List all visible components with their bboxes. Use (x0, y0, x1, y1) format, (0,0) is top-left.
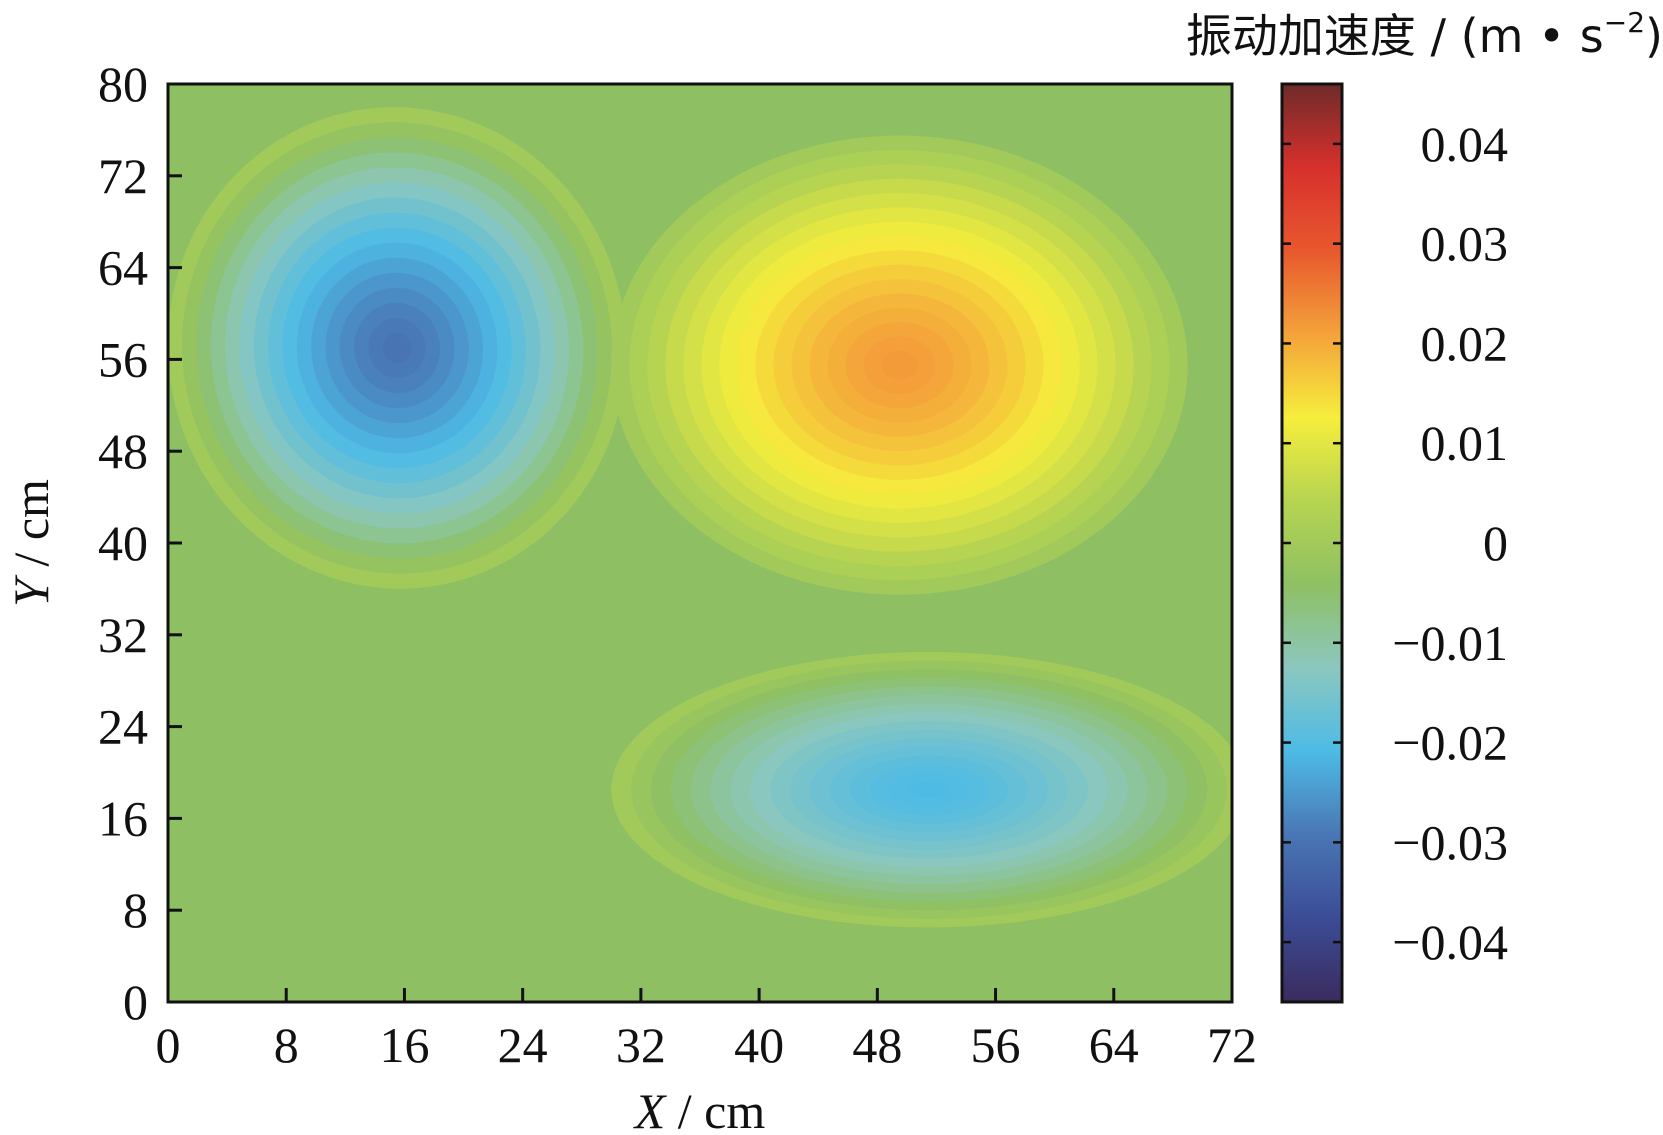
colorbar-tick-label: −0.02 (1392, 715, 1508, 771)
contour-band (909, 781, 949, 799)
x-tick-label: 24 (498, 1017, 548, 1073)
colorbar-tick-label: −0.03 (1392, 814, 1508, 870)
y-tick-label: 72 (98, 148, 148, 204)
plot-area (166, 82, 1234, 1004)
colorbar: 0.04 0.03 0.02 0.01 0 −0.01 −0.02 −0.03 −0.04 振动… (1186, 6, 1663, 1004)
x-tick-label: 48 (852, 1017, 902, 1073)
x-tick-label: 8 (274, 1017, 299, 1073)
x-tick-label: 56 (971, 1017, 1021, 1073)
y-tick-label: 16 (98, 790, 148, 846)
x-axis-title: X / cm (633, 1083, 766, 1135)
colorbar-tick-label: 0 (1483, 515, 1508, 571)
colorbar-tick-label: −0.01 (1392, 615, 1508, 671)
colorbar-tick-label: 0.02 (1421, 315, 1509, 371)
y-axis-title: Y / cm (3, 479, 59, 607)
x-tick-label: 40 (734, 1017, 784, 1073)
y-tick-label: 32 (98, 607, 148, 663)
x-tick-label: 72 (1207, 1017, 1257, 1073)
contour-band (382, 332, 412, 363)
colorbar-tick-label: 0.03 (1421, 216, 1509, 272)
y-tick-label: 64 (98, 240, 148, 296)
y-tick-label: 56 (98, 331, 148, 387)
x-tick-label: 0 (156, 1017, 181, 1073)
colorbar-title: 振动加速度 / (m • s−2) (1186, 6, 1663, 63)
y-tick-label: 48 (98, 423, 148, 479)
x-tick-label: 64 (1089, 1017, 1139, 1073)
colorbar-tick-label: 0.04 (1421, 116, 1509, 172)
contour-band (881, 350, 918, 380)
colorbar-ticks: 0.04 0.03 0.02 0.01 0 −0.01 −0.02 −0.03 −0.04 (1282, 116, 1508, 970)
y-axis-ticks: 0 8 16 24 32 40 48 56 64 72 80 (98, 56, 182, 1030)
contour-lobe (168, 107, 627, 589)
colorbar-scale (1280, 82, 1344, 1004)
contour-lobe (611, 135, 1188, 595)
x-tick-label: 16 (379, 1017, 429, 1073)
y-tick-label: 0 (123, 974, 148, 1030)
x-axis-ticks: 0 8 16 24 32 40 48 56 64 72 (156, 988, 1257, 1073)
colorbar-tick-label: −0.04 (1392, 914, 1508, 970)
y-tick-label: 8 (123, 882, 148, 938)
colorbar-tick-label: 0.01 (1421, 415, 1509, 471)
contour-lobe (611, 652, 1232, 928)
y-tick-label: 24 (98, 699, 148, 755)
y-tick-label: 80 (98, 56, 148, 112)
x-tick-label: 32 (616, 1017, 666, 1073)
contour-field (168, 107, 1232, 928)
y-tick-label: 40 (98, 515, 148, 571)
